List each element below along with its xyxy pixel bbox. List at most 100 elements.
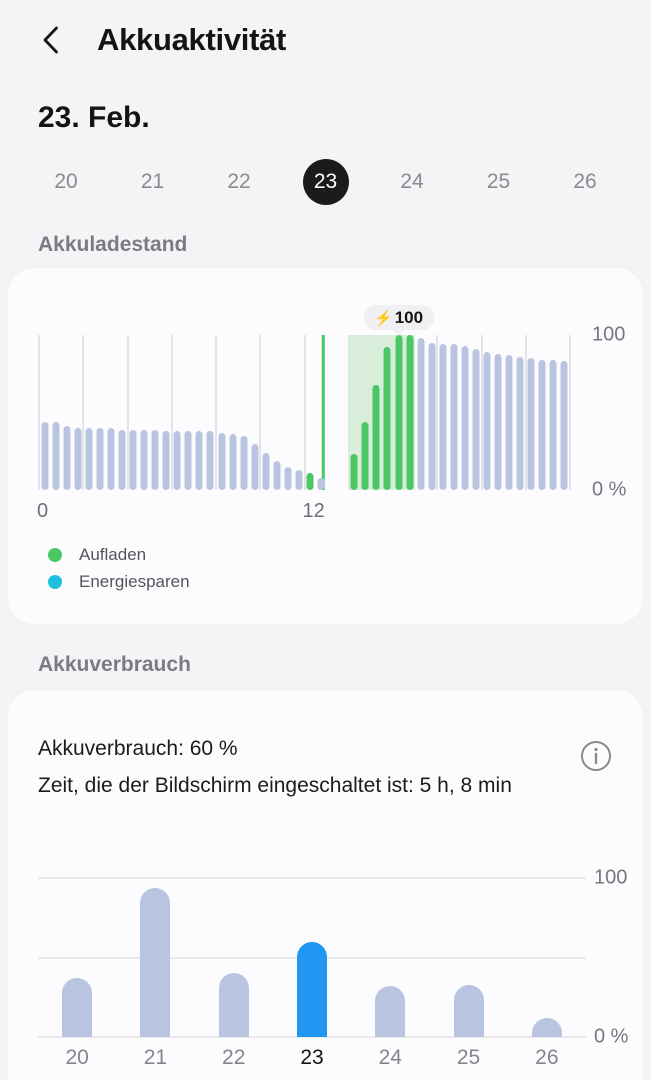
legend-item-energiesparen: Energiesparen	[48, 572, 190, 592]
usage-bar-21[interactable]	[140, 887, 171, 1037]
gridline-vertical	[82, 335, 85, 490]
battery-level-bar	[41, 421, 49, 490]
gridline-vertical	[569, 335, 571, 490]
charging-region-highlight	[348, 335, 416, 490]
battery-usage-card: Akkuverbrauch: 60 % Zeit, die der Bildsc…	[8, 690, 643, 1080]
battery-level-bar	[52, 421, 60, 490]
section-label-battery-level: Akkuladestand	[38, 233, 188, 256]
battery-level-bar	[350, 454, 358, 490]
page-title: Akkuaktivität	[97, 22, 287, 57]
back-icon	[43, 26, 58, 54]
battery-level-bar	[472, 348, 480, 490]
battery-level-bar	[229, 434, 237, 490]
battery-level-bar	[206, 431, 214, 490]
usage-bar-24[interactable]	[375, 986, 406, 1037]
battery-level-chart: 100 0 % 0 12 ⚡ 100	[37, 305, 626, 522]
usage-percent-text: Akkuverbrauch: 60 %	[38, 737, 238, 760]
usage-x-label-23: 23	[300, 1046, 324, 1069]
battery-level-bar	[406, 335, 414, 490]
battery-usage-chart: 20 21 22 23 24 25 26 100 0 %	[38, 867, 628, 1069]
legend-dot	[48, 548, 62, 562]
battery-level-bar	[428, 342, 436, 490]
usage-bar-20[interactable]	[62, 978, 93, 1037]
day-option-21[interactable]: 21	[140, 170, 165, 193]
day-option-26[interactable]: 26	[573, 170, 597, 193]
battery-level-bar	[372, 384, 380, 490]
usage-bar-25[interactable]	[453, 984, 484, 1037]
battery-level-bar	[538, 359, 546, 490]
battery-level-bar	[527, 358, 535, 490]
lightning-icon: ⚡	[374, 309, 393, 327]
battery-level-bar	[63, 426, 71, 490]
battery-level-bar	[505, 355, 513, 490]
battery-level-bar	[251, 443, 259, 490]
gridline-horizontal	[38, 1036, 586, 1038]
battery-level-card: 100 0 % 0 12 ⚡ 100 Aufladen Energiesparen	[8, 268, 643, 624]
battery-level-bar	[218, 432, 226, 490]
gridline-vertical	[259, 335, 262, 490]
battery-level-bar	[151, 429, 159, 490]
gridline-vertical	[480, 335, 483, 490]
day-option-24[interactable]: 24	[400, 170, 424, 193]
battery-level-bar	[450, 344, 458, 490]
usage-summary: Akkuverbrauch: 60 % Zeit, die der Bildsc…	[38, 730, 512, 804]
x-axis-label: 0	[37, 500, 49, 522]
gridline-horizontal	[38, 877, 586, 879]
gridline-vertical	[126, 335, 129, 490]
y-axis-label: 100	[592, 323, 626, 346]
battery-level-bar	[317, 477, 325, 490]
battery-level-bar	[461, 345, 469, 490]
battery-level-bar	[85, 428, 93, 490]
gridline-vertical	[524, 335, 527, 490]
battery-level-bar	[74, 428, 82, 490]
battery-level-bar	[195, 431, 203, 490]
back-button[interactable]	[38, 22, 64, 58]
day-option-23[interactable]: 23	[302, 159, 349, 205]
chart-legend: Aufladen Energiesparen	[48, 545, 190, 592]
usage-bar-22[interactable]	[218, 973, 249, 1037]
battery-level-bar	[129, 429, 137, 490]
battery-level-bar	[140, 429, 148, 490]
battery-level-bar	[184, 431, 192, 490]
usage-x-label-25: 25	[456, 1046, 481, 1069]
header: Akkuaktivität	[38, 22, 286, 58]
day-option-25[interactable]: 25	[486, 170, 511, 193]
day-selector: 20 21 22 23 24 25 26	[43, 159, 608, 205]
gridline-vertical	[436, 335, 439, 490]
usage-x-label-21: 21	[143, 1046, 168, 1069]
screen-on-time-text: Zeit, die der Bildschirm eingeschaltet i…	[38, 774, 512, 797]
section-label-battery-usage: Akkuverbrauch	[38, 653, 191, 676]
usage-x-label-22: 22	[222, 1046, 246, 1069]
battery-level-bar	[162, 431, 170, 490]
battery-level-bar	[494, 353, 502, 490]
battery-level-bar	[107, 428, 115, 490]
battery-level-bar	[240, 435, 248, 490]
battery-level-bar	[439, 344, 447, 490]
usage-bar-23[interactable]	[297, 941, 327, 1037]
date-heading: 23. Feb.	[38, 101, 150, 134]
day-option-20[interactable]: 20	[54, 170, 78, 193]
info-icon	[581, 741, 611, 771]
gridline-vertical	[170, 335, 173, 490]
usage-x-label-24: 24	[378, 1046, 402, 1069]
y-axis-label: 0 %	[592, 478, 627, 501]
battery-level-bar	[549, 359, 557, 490]
usage-x-label-20: 20	[65, 1046, 89, 1069]
charging-event-marker	[322, 335, 325, 490]
battery-level-bar	[395, 335, 403, 490]
usage-bar-26[interactable]	[531, 1017, 562, 1037]
battery-level-bar	[560, 361, 568, 490]
legend-dot	[48, 575, 62, 589]
battery-level-bar	[284, 466, 292, 490]
y-axis-label: 0 %	[594, 1025, 629, 1048]
battery-level-bar	[516, 356, 524, 490]
legend-label: Aufladen	[79, 545, 147, 564]
battery-level-bar	[262, 452, 270, 490]
day-option-22[interactable]: 22	[227, 170, 251, 193]
gridline-vertical	[215, 335, 217, 490]
legend-label: Energiesparen	[79, 572, 190, 591]
info-button[interactable]	[580, 740, 612, 772]
battery-level-bar	[383, 347, 391, 490]
y-axis-label: 100	[594, 866, 628, 889]
